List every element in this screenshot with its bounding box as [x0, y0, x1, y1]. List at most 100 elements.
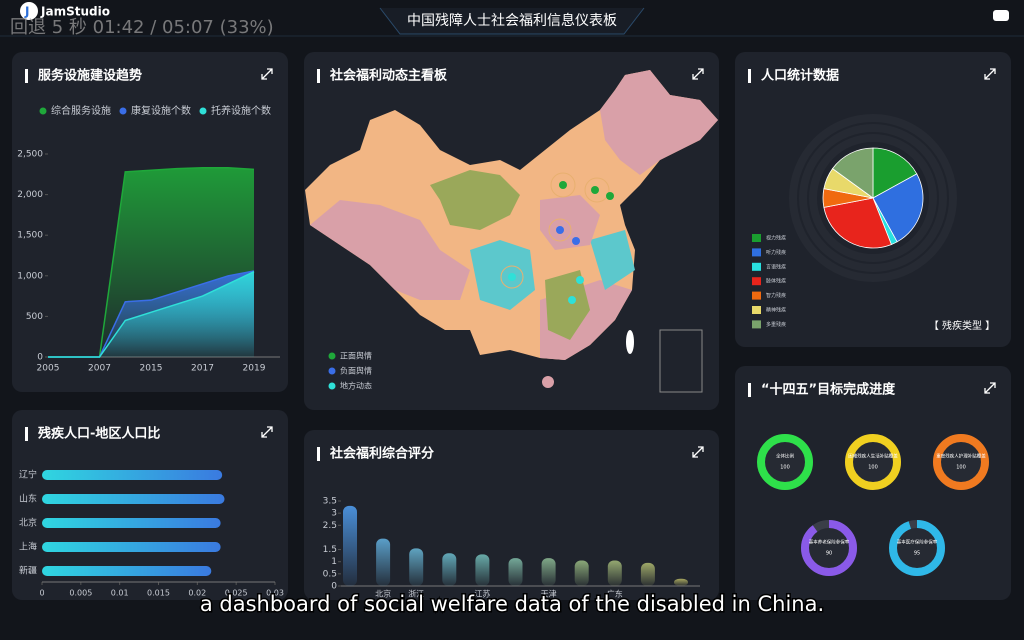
legend-swatch	[752, 262, 761, 271]
gauge-value: 90	[826, 551, 832, 557]
gauge-label: 基本养老保险参保率	[809, 539, 850, 546]
panel	[304, 430, 719, 600]
map-event[interactable]	[559, 181, 567, 189]
x-tick-label: 2017	[191, 364, 214, 374]
bar	[442, 553, 457, 586]
x-tick-label: 北京	[375, 589, 391, 599]
gauge-label: 基本医疗保险参保率	[897, 539, 938, 546]
map-region	[430, 170, 520, 230]
bar	[541, 558, 556, 586]
map-region	[540, 195, 600, 250]
legend-swatch	[752, 234, 761, 242]
y-tick-label: 500	[26, 312, 43, 322]
y-tick-label: 2,000	[17, 190, 43, 200]
expand-icon[interactable]	[261, 426, 273, 438]
legend-label: 精神残疾	[766, 307, 786, 314]
panel-title: 服务设施建设趋势	[38, 68, 142, 84]
bar	[508, 558, 523, 586]
area-fill	[48, 271, 254, 357]
bar	[42, 566, 212, 576]
legend-swatch	[752, 306, 761, 314]
x-tick-label: 0.02	[188, 589, 206, 598]
panel-title: 社会福利动态主看板	[329, 68, 448, 84]
gauge-arc	[933, 434, 989, 490]
map-region	[545, 270, 590, 340]
gauge-arc	[801, 520, 857, 576]
legend-swatch	[199, 107, 207, 115]
expand-icon[interactable]	[261, 68, 273, 80]
legend-label: 地方动态	[340, 381, 372, 391]
expand-icon[interactable]	[984, 382, 996, 394]
legend-swatch	[752, 248, 761, 257]
x-tick-label: 浙江	[408, 589, 424, 599]
series-line	[48, 271, 255, 358]
legend-label: 托养设施个数	[211, 104, 271, 117]
bar	[607, 560, 622, 586]
pie-slice	[872, 173, 924, 243]
bar	[409, 548, 424, 586]
bar	[42, 518, 221, 528]
gauge-value: 100	[868, 465, 878, 471]
player-overlay: 回退 5 秒 01:42 / 05:07 (33%)	[10, 17, 274, 38]
x-tick-label: 0.025	[225, 589, 248, 598]
map-event[interactable]	[508, 273, 516, 281]
map-event[interactable]	[568, 296, 576, 304]
map-region	[470, 240, 535, 310]
map-halos	[500, 172, 610, 289]
y-tick-label: 2,500	[17, 150, 43, 160]
y-tick-label: 北京	[19, 517, 37, 529]
legend-swatch	[328, 382, 336, 390]
x-tick-label: 2015	[140, 364, 163, 374]
map-inset	[659, 329, 703, 393]
logo-icon	[20, 2, 38, 20]
legend-label: 综合服务设施	[51, 104, 111, 117]
bar	[574, 560, 589, 586]
y-tick-label: 2.5	[323, 521, 337, 531]
user-icon[interactable]	[993, 10, 1009, 21]
bar	[475, 554, 490, 586]
bar	[674, 578, 688, 586]
legend-swatch	[119, 107, 127, 115]
x-tick-label: 江苏	[474, 589, 490, 599]
expand-icon[interactable]	[692, 68, 704, 80]
map	[305, 70, 718, 393]
pie-ring	[789, 114, 957, 282]
pie-ring	[809, 134, 937, 262]
legend-swatch	[752, 291, 761, 300]
legend-label: 多重残疾	[766, 321, 786, 328]
map-event[interactable]	[606, 192, 614, 200]
category-button[interactable]: 【 残疾类型 】	[929, 319, 995, 332]
gauge-arc	[889, 520, 945, 576]
legend-label: 视力残疾	[766, 235, 786, 242]
expand-icon[interactable]	[984, 68, 996, 80]
map-event[interactable]	[576, 276, 584, 284]
pie-ring	[799, 124, 947, 272]
legend-label: 负面舆情	[340, 366, 372, 376]
map-event[interactable]	[556, 226, 564, 234]
bar	[42, 542, 221, 552]
y-tick-label: 1	[331, 557, 337, 567]
panel-title: “十四五”目标完成进度	[761, 382, 896, 398]
title-bar	[317, 69, 320, 83]
map-event[interactable]	[591, 186, 599, 194]
expand-icon[interactable]	[692, 446, 704, 458]
map-region	[310, 200, 470, 300]
pie-slice	[831, 147, 874, 199]
panel-title: 人口统计数据	[761, 68, 839, 84]
header-frame	[379, 7, 645, 35]
y-tick-label: 3	[331, 509, 337, 519]
legend-label: 康复设施个数	[131, 104, 191, 117]
map-event[interactable]	[572, 237, 580, 245]
map-region	[600, 70, 718, 175]
title-bar	[317, 447, 320, 461]
pie-slice	[823, 197, 892, 249]
legend-label: 智力残疾	[766, 292, 786, 299]
video-caption: a dashboard of social welfare data of th…	[200, 592, 824, 616]
dashboard-title: 中国残障人士社会福利信息仪表板	[407, 12, 617, 29]
map-island	[542, 376, 554, 388]
x-tick-label: 广东	[607, 589, 623, 599]
gauge-arc	[845, 434, 901, 490]
x-tick-label: 0.01	[111, 589, 129, 598]
x-tick-label: 天津	[541, 589, 557, 599]
